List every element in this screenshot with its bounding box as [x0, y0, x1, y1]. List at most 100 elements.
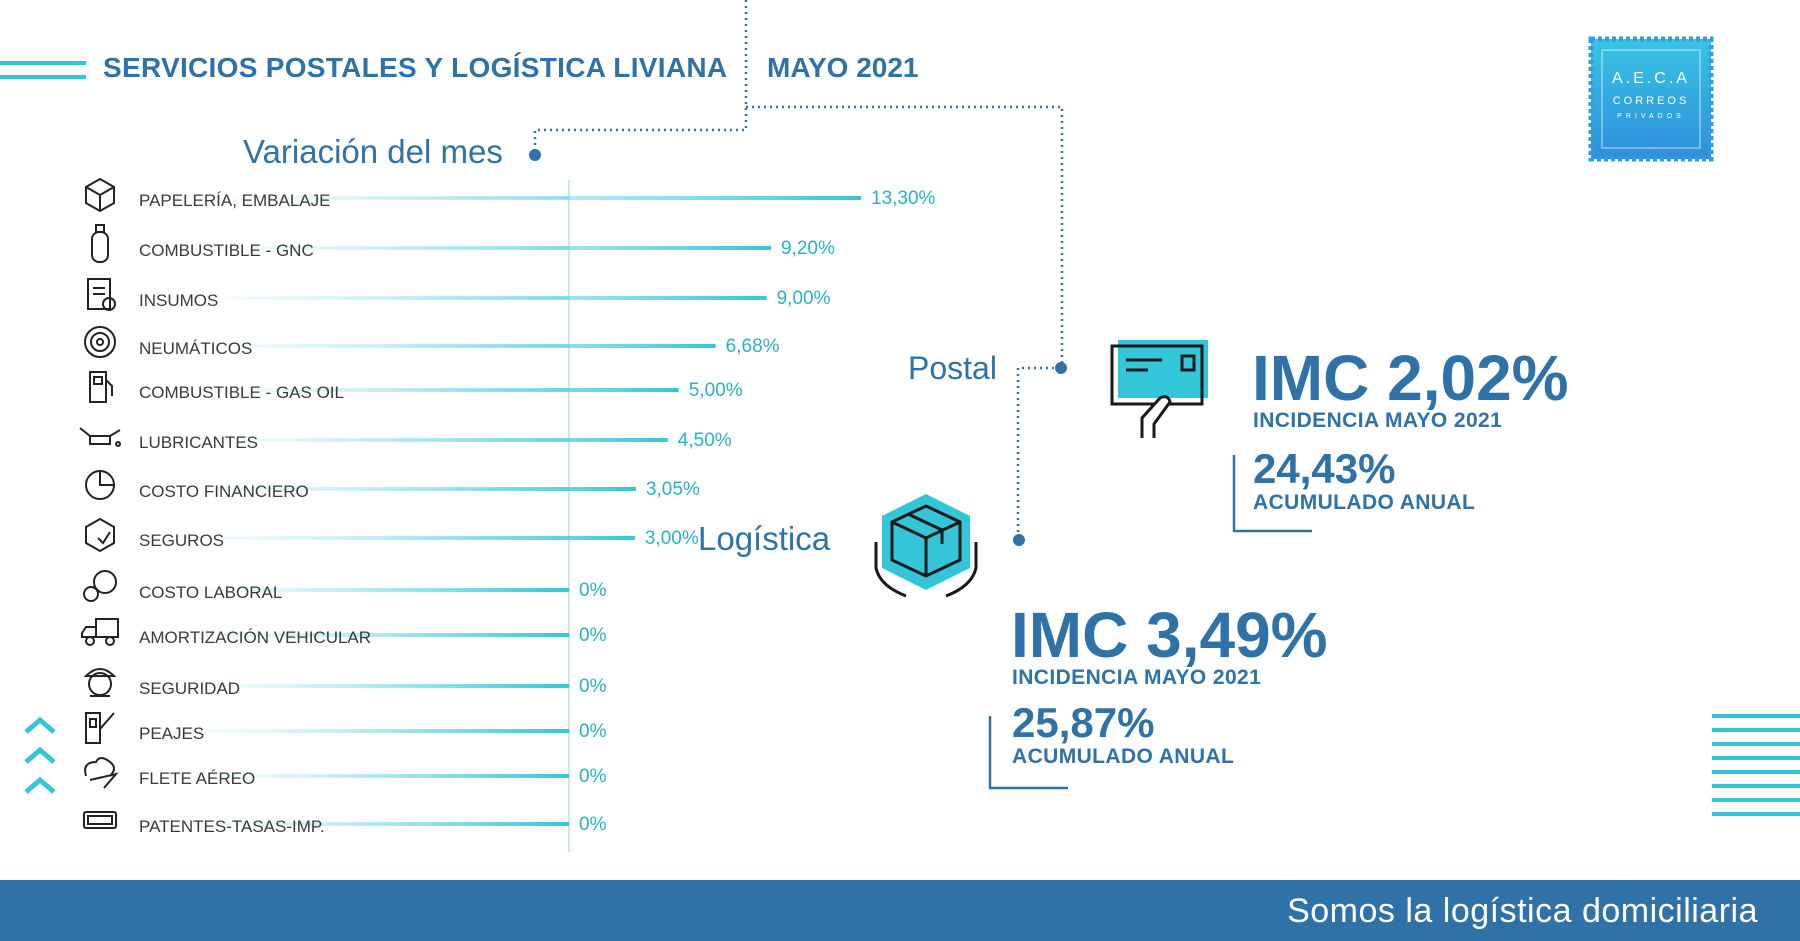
connector-heading	[533, 0, 748, 150]
category-label: COSTO LABORAL	[139, 583, 282, 602]
bar	[120, 684, 569, 688]
value-label: 0%	[579, 814, 607, 835]
logistica-label: Logística	[698, 520, 831, 557]
value-label: 9,20%	[781, 238, 835, 259]
chart-row: FLETE AÉREO 0%	[84, 757, 607, 789]
guard-icon	[83, 668, 117, 697]
envelope-hand-icon	[1110, 340, 1208, 438]
footer-text: Somos la logística domiciliaria	[1287, 892, 1758, 930]
value-label: 5,00%	[689, 380, 743, 401]
value-label: 4,50%	[678, 430, 732, 451]
fuel-pump-icon	[89, 371, 113, 403]
bar	[120, 633, 569, 637]
category-label: INSUMOS	[139, 291, 218, 310]
header-stripe-top	[0, 61, 86, 65]
bar	[120, 246, 771, 250]
cloud-plane-icon	[84, 757, 119, 789]
postal-incidencia: INCIDENCIA MAYO 2021	[1253, 409, 1503, 432]
connector-logistica	[1016, 366, 1060, 540]
postal-dot	[1055, 362, 1067, 374]
logo-line1: A.E.C.A	[1612, 70, 1690, 87]
postal-acumulado: 24,43%	[1253, 445, 1396, 492]
value-label: 0%	[579, 676, 607, 697]
bar	[120, 774, 569, 778]
postal-bracket	[1232, 455, 1312, 533]
chart-row: NEUMÁTICOS 6,68%	[84, 326, 780, 358]
logistica-imc: IMC 3,49%	[1011, 599, 1328, 671]
right-stripe-3	[1712, 742, 1800, 746]
value-label: 0%	[579, 766, 607, 787]
chart-row: PEAJES 0%	[85, 712, 607, 744]
value-label: 0%	[579, 625, 607, 646]
bar	[120, 196, 861, 200]
bar	[120, 487, 636, 491]
bar	[120, 438, 668, 442]
box-hands-icon	[874, 494, 978, 598]
bar	[120, 296, 767, 300]
value-label: 0%	[579, 580, 607, 601]
oil-can-icon	[79, 427, 121, 447]
heading-dot	[529, 149, 541, 161]
chart-row: COMBUSTIBLE - GNC 9,20%	[91, 224, 835, 263]
bar	[120, 822, 569, 826]
right-stripe-6	[1712, 784, 1800, 788]
aeca-logo: A.E.C.A CORREOS PRIVADOS	[1588, 36, 1714, 162]
chart-row: COMBUSTIBLE - GAS OIL 5,00%	[89, 371, 743, 403]
chart-row: AMORTIZACIÓN VEHICULAR 0%	[81, 618, 607, 647]
category-label: SEGURIDAD	[139, 679, 240, 698]
chart-row: INSUMOS 9,00%	[87, 278, 831, 311]
header-date: MAYO 2021	[767, 52, 919, 83]
pie-chart-icon	[85, 470, 115, 500]
bar	[120, 344, 716, 348]
postal-label: Postal	[908, 350, 997, 386]
toll-barrier-icon	[85, 712, 115, 744]
bar	[120, 388, 679, 392]
license-plate-icon	[83, 811, 117, 829]
chart-row: SEGUROS 3,00%	[85, 517, 699, 553]
category-label: COMBUSTIBLE - GNC	[139, 241, 314, 260]
variation-chart: PAPELERÍA, EMBALAJE 13,30% COMBUSTIBLE - G…	[79, 177, 936, 852]
value-label: 9,00%	[777, 288, 831, 309]
category-label: COSTO FINANCIERO	[139, 482, 309, 501]
postal-acumulado-label: ACUMULADO ANUAL	[1253, 491, 1476, 514]
value-label: 13,30%	[871, 188, 936, 209]
header-stripe-bottom	[0, 75, 86, 79]
logistica-acumulado: 25,87%	[1012, 699, 1155, 746]
right-stripe-8	[1712, 812, 1800, 816]
postal-imc: IMC 2,02%	[1252, 342, 1569, 414]
chart-row: LUBRICANTES 4,50%	[79, 427, 732, 452]
value-label: 3,05%	[646, 479, 700, 500]
logistica-acumulado-label: ACUMULADO ANUAL	[1012, 745, 1235, 768]
tire-icon	[84, 326, 116, 358]
logistica-bracket	[988, 716, 1068, 790]
bar	[120, 588, 569, 592]
right-stripe-7	[1712, 798, 1800, 802]
gas-cylinder-icon	[91, 224, 109, 263]
footer-bar: Somos la logística domiciliaria	[0, 880, 1800, 941]
box-icon	[85, 177, 115, 213]
category-label: PATENTES-TASAS-IMP.	[139, 817, 325, 836]
logo-line2: CORREOS	[1613, 95, 1690, 107]
value-label: 3,00%	[645, 528, 699, 549]
category-label: AMORTIZACIÓN VEHICULAR	[139, 628, 371, 647]
chart-title: Variación del mes	[243, 133, 503, 170]
right-stripe-5	[1712, 770, 1800, 774]
category-label: PEAJES	[139, 724, 204, 743]
chart-row: COSTO LABORAL 0%	[83, 570, 607, 602]
bar	[120, 536, 635, 540]
money-coins-icon	[83, 570, 117, 602]
value-label: 0%	[579, 721, 607, 742]
logo-line3: PRIVADOS	[1617, 113, 1685, 120]
value-label: 6,68%	[726, 336, 780, 357]
logistica-incidencia: INCIDENCIA MAYO 2021	[1012, 666, 1262, 689]
right-stripe-1	[1712, 714, 1800, 718]
chart-row: COSTO FINANCIERO 3,05%	[85, 470, 700, 501]
truck-icon	[81, 618, 119, 646]
bar	[120, 729, 569, 733]
category-label: FLETE AÉREO	[139, 769, 255, 788]
category-label: LUBRICANTES	[139, 433, 258, 452]
right-stripe-2	[1712, 728, 1800, 732]
category-label: SEGUROS	[139, 531, 224, 550]
chart-row: SEGURIDAD 0%	[83, 668, 607, 698]
